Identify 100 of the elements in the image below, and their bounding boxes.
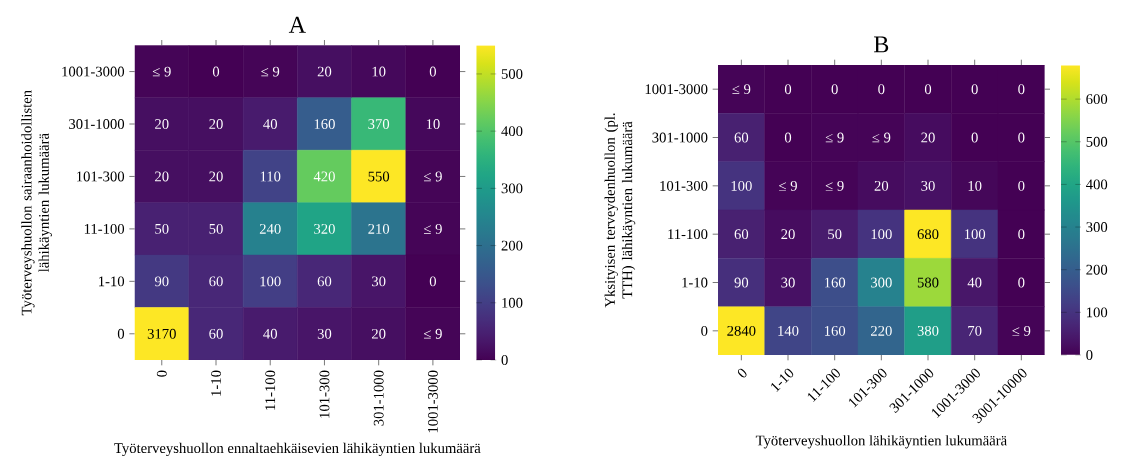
data-label: 100 — [731, 180, 752, 191]
data-label: 70 — [968, 325, 982, 336]
x-tick-label: 0 — [737, 368, 747, 378]
data-label: 20 — [209, 171, 223, 182]
data-label: ≤ 9 — [1012, 325, 1031, 336]
data-label: ≤ 9 — [779, 180, 797, 191]
data-label: ≤ 9 — [423, 171, 442, 182]
data-label: ≤ 9 — [732, 84, 751, 95]
color-bar-label: 300 — [501, 183, 523, 194]
data-label: 60 — [734, 229, 749, 240]
data-label: 60 — [734, 132, 749, 143]
data-label: 20 — [371, 328, 386, 339]
y-tick-label: 101-300 — [77, 171, 125, 182]
y-axis-title: Työterveyshuollon sairaanhoidollisten lähikäyntien lukumäärä — [21, 90, 52, 316]
data-label: 20 — [155, 171, 169, 182]
data-label: 0 — [429, 276, 436, 287]
data-label: ≤ 9 — [825, 132, 844, 143]
data-label: 0 — [784, 84, 792, 95]
data-label: 0 — [878, 84, 885, 95]
data-label: 100 — [260, 276, 281, 287]
y-tick-label: 301-1000 — [69, 119, 125, 129]
data-label: 30 — [372, 276, 386, 287]
data-label: 50 — [155, 223, 169, 234]
data-label: 60 — [209, 276, 223, 287]
y-tick-label: 0 — [117, 328, 125, 339]
data-label: 380 — [917, 325, 939, 336]
x-axis-title: Työterveyshuollon ennaltaehkäisevien lähikäyntien lukumäärä — [114, 442, 481, 457]
color-bar-label: 200 — [501, 240, 523, 251]
color-bar-label: 600 — [1086, 94, 1108, 105]
data-label: 0 — [1018, 132, 1025, 143]
x-tick-label: 1001-3000 — [427, 370, 438, 433]
color-bar-label: 100 — [1087, 307, 1108, 318]
color-bar-label: 300 — [1086, 222, 1108, 233]
data-label: ≤ 9 — [825, 180, 844, 191]
data-label: 60 — [317, 276, 332, 287]
data-label: 550 — [368, 171, 390, 182]
data-label: 160 — [824, 277, 846, 288]
data-label: 10 — [372, 66, 386, 77]
data-label: 90 — [734, 277, 749, 288]
data-label: ≤ 9 — [423, 223, 442, 234]
y-axis-title: Yksityisen terveydenhuollon (pl. TTH) lähikäyntien lukumäärä — [604, 113, 636, 308]
data-label: 10 — [968, 180, 982, 191]
data-label: 20 — [155, 119, 169, 129]
x-tick-label: 301-1000 — [373, 370, 384, 426]
data-label: 100 — [871, 229, 892, 240]
color-bar-label: 200 — [1086, 264, 1108, 275]
color-bar-label: 500 — [1086, 136, 1108, 147]
data-label: 40 — [263, 328, 277, 339]
y-tick-label: 11-100 — [668, 229, 708, 240]
color-bar-label: 500 — [501, 69, 523, 79]
data-label: 3170 — [147, 328, 176, 339]
data-label: 220 — [870, 325, 892, 336]
data-label: 40 — [263, 119, 277, 129]
color-bar-label: 0 — [1086, 350, 1093, 360]
color-bar-label: 400 — [1086, 179, 1108, 190]
y-tick-label: 0 — [701, 325, 708, 336]
data-label: ≤ 9 — [152, 66, 171, 77]
data-label: 20 — [921, 132, 935, 143]
data-label: 140 — [778, 325, 799, 336]
chart-title: A — [288, 16, 306, 33]
x-tick-label: 1-10 — [211, 370, 221, 396]
data-label: 0 — [971, 132, 978, 143]
data-label: 300 — [871, 277, 892, 288]
y-tick-label: 1-10 — [682, 277, 708, 288]
data-label: 0 — [1018, 277, 1025, 288]
data-label: 320 — [314, 223, 335, 234]
data-label: 160 — [824, 325, 846, 336]
data-label: 100 — [964, 229, 986, 240]
x-tick-label: 0 — [156, 370, 167, 377]
data-label: ≤ 9 — [423, 328, 442, 339]
y-tick-label: 1001-3000 — [645, 84, 708, 95]
color-bar-label: 400 — [501, 126, 523, 137]
data-label: 2840 — [727, 325, 756, 336]
data-label: 30 — [317, 328, 332, 339]
data-label: 0 — [212, 66, 220, 77]
chart-title: B — [874, 36, 889, 53]
y-tick-label: 301-1000 — [652, 132, 708, 143]
data-label: 0 — [1018, 229, 1025, 240]
y-tick-label: 1001-3000 — [62, 66, 125, 77]
data-label: 240 — [259, 223, 281, 234]
data-label: 20 — [874, 180, 889, 191]
data-label: 60 — [209, 328, 223, 339]
data-label: 50 — [209, 223, 223, 234]
data-label: 580 — [917, 277, 939, 288]
data-label: 0 — [924, 84, 932, 95]
color-bar-label: 0 — [501, 355, 508, 365]
data-label: 0 — [784, 132, 792, 143]
data-label: 40 — [967, 277, 982, 288]
x-tick-label: 1-10 — [771, 368, 794, 392]
data-label: 110 — [260, 171, 281, 182]
data-label: ≤ 9 — [872, 132, 891, 143]
data-label: 680 — [917, 229, 939, 240]
y-tick-label: 11-100 — [84, 223, 125, 234]
data-label: 10 — [426, 119, 440, 129]
data-label: 20 — [209, 119, 223, 129]
data-label: 420 — [313, 171, 335, 182]
data-label: 20 — [781, 229, 795, 240]
data-label: 0 — [1018, 84, 1025, 95]
x-tick-label: 101-300 — [319, 370, 330, 418]
y-tick-label: 101-300 — [660, 180, 708, 191]
